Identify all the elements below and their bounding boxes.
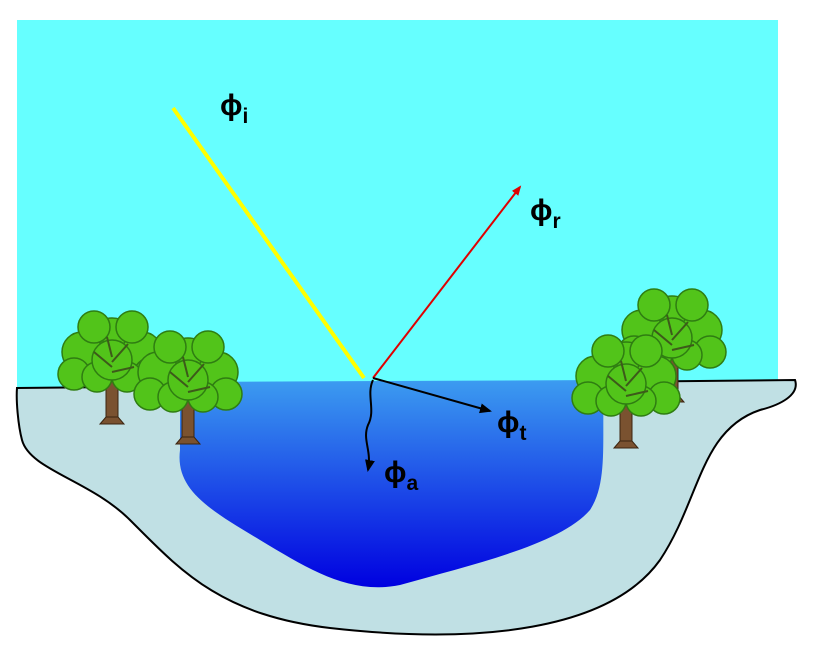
label-transmitted-symbol: ϕ — [497, 406, 520, 439]
label-incident: ϕi — [220, 89, 248, 128]
label-reflected-sub: r — [553, 210, 561, 233]
label-transmitted: ϕt — [497, 406, 527, 445]
reflected-ray — [372, 185, 522, 379]
label-reflected-symbol: ϕ — [530, 194, 553, 227]
incident-ray — [171, 106, 366, 380]
label-absorbed-symbol: ϕ — [384, 456, 407, 489]
label-transmitted-sub: t — [520, 422, 527, 445]
water-body — [179, 380, 605, 588]
transmitted-ray — [372, 377, 492, 414]
label-incident-symbol: ϕ — [220, 89, 243, 122]
label-incident-sub: i — [243, 105, 249, 128]
label-absorbed: ϕa — [384, 456, 419, 495]
label-reflected: ϕr — [530, 194, 561, 233]
label-absorbed-sub: a — [407, 472, 419, 495]
absorbed-path — [365, 379, 375, 472]
